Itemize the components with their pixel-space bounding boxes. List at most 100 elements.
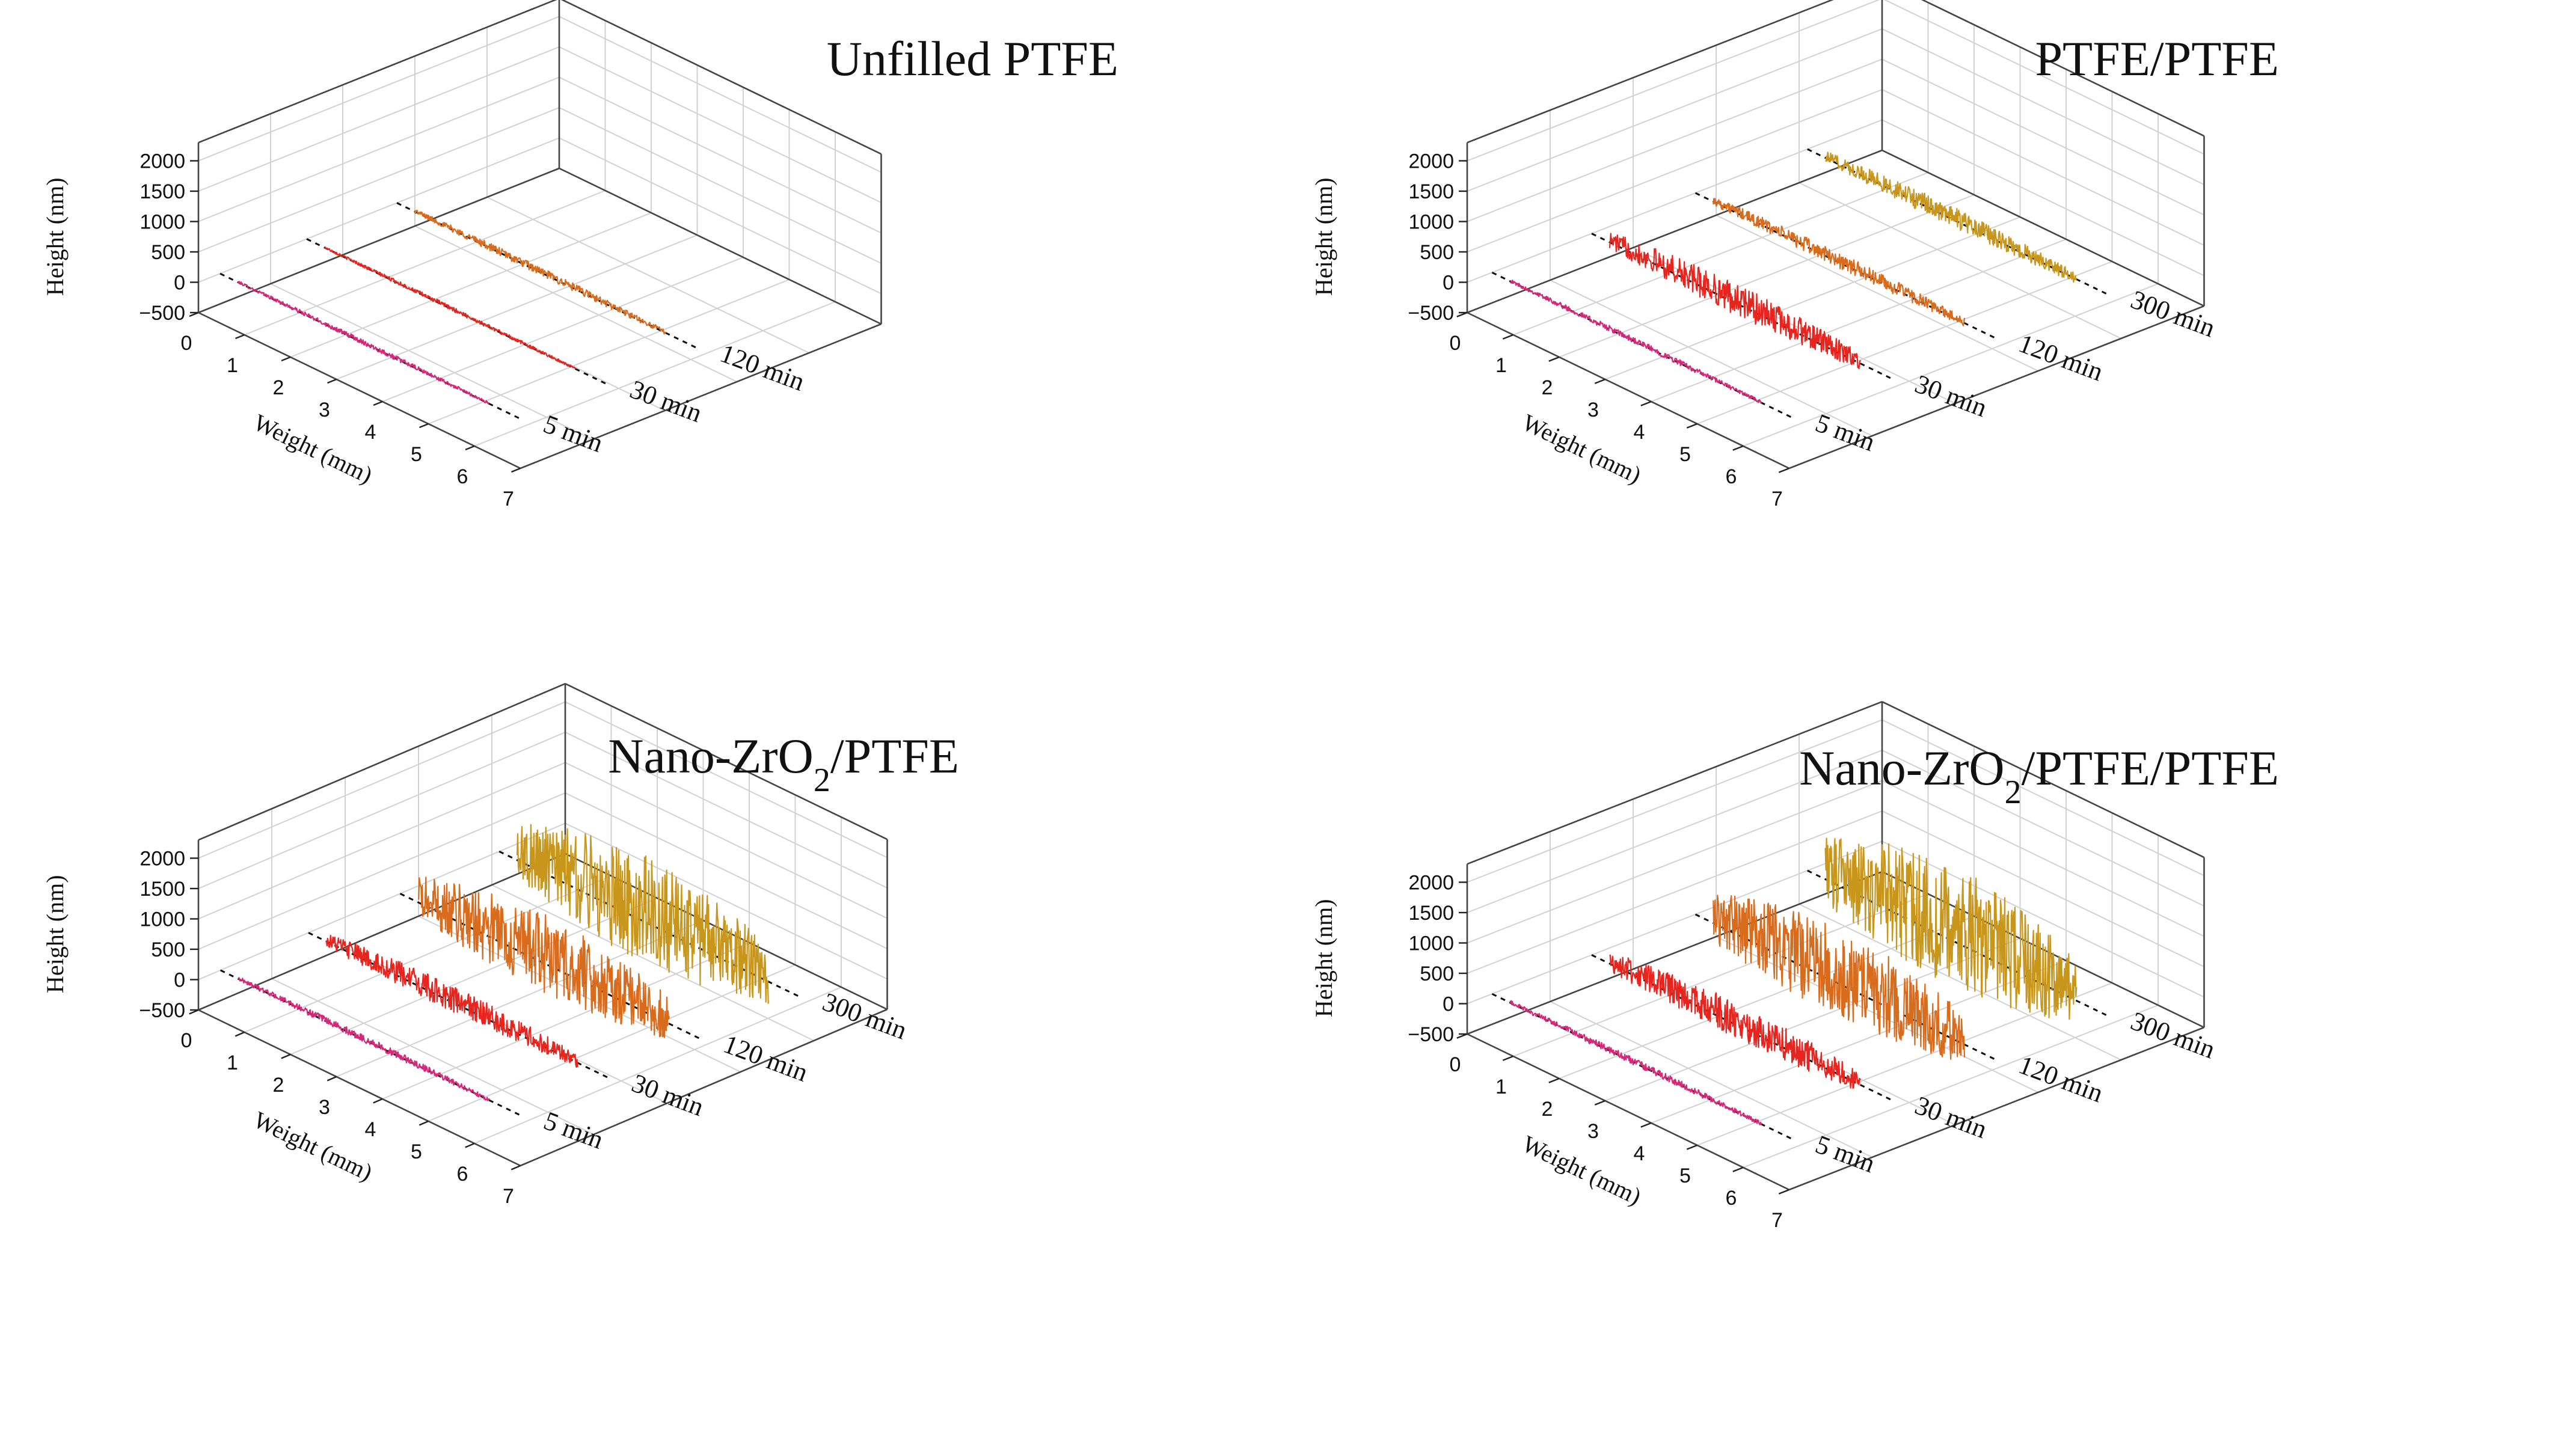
- panel-title: PTFE/PTFE: [2035, 31, 2279, 86]
- height-axis: 2000 1500 1000 500 0 −500 Height (nm): [1310, 150, 1467, 325]
- height-tick-label: 1000: [140, 211, 185, 234]
- series-profile-120-min: [414, 210, 666, 335]
- weight-tick-label: 3: [1587, 1120, 1599, 1143]
- series-label: 5 min: [539, 409, 607, 458]
- series-profile-5-min: [237, 281, 490, 405]
- weight-tick: [1456, 311, 1468, 317]
- floor-grid-line: [1799, 904, 2121, 1060]
- floor-grid-line: [474, 301, 836, 447]
- weight-tick: [373, 1098, 383, 1104]
- weight-axis-title: Weight (mm): [250, 1106, 377, 1186]
- axes-edge: [1467, 700, 1883, 865]
- height-tick-label: 0: [1443, 993, 1454, 1016]
- axes-edge: [1467, 311, 1790, 470]
- floor-grid-line: [1605, 938, 2020, 1101]
- axes-edge: [198, 683, 566, 841]
- series-profile-5-min: [1509, 1000, 1762, 1126]
- weight-tick: [1548, 356, 1560, 362]
- axes-edge: [1467, 1033, 1790, 1191]
- height-tick-label: 1500: [1408, 902, 1454, 925]
- floor-grid-line: [244, 190, 606, 335]
- chart-panel-4: 2000 1500 1000 500 0 −500 Height (nm) 0 1 2 3 4 5 6 7 W…: [1310, 700, 2279, 1232]
- weight-axis-title: Weight (mm): [1518, 1130, 1646, 1210]
- height-tick-label: 1000: [1408, 211, 1454, 234]
- weight-axis: 0 1 2 3 4 5 6 7 Weight (mm): [1450, 1033, 1789, 1232]
- weight-tick: [1686, 423, 1697, 429]
- series-profile-30-min: [1609, 954, 1861, 1089]
- floor-grid-line: [1513, 172, 1928, 335]
- series-profile-5-min: [238, 977, 490, 1101]
- height-tick-label: 1500: [140, 180, 185, 203]
- weight-tick-label: 6: [457, 465, 468, 488]
- chart-panel-2: 2000 1500 1000 500 0 −500 Height (nm) 0 1 2 3 4 5 6 7 W…: [1310, 0, 2279, 510]
- floor-grid-line: [1799, 182, 2121, 339]
- weight-tick: [419, 1120, 429, 1126]
- weight-tick-label: 0: [181, 332, 192, 355]
- series-label: 300 min: [2127, 284, 2219, 343]
- panel-title-main: PTFE/PTFE: [2035, 31, 2279, 86]
- series-group: 5 min 30 min 120 min 300 min: [1491, 837, 2219, 1178]
- weight-tick: [465, 445, 475, 451]
- weight-tick-label: 7: [1771, 1209, 1783, 1232]
- weight-tick-label: 7: [503, 1185, 514, 1208]
- weight-tick: [1456, 1033, 1468, 1039]
- weight-tick: [1640, 1122, 1652, 1128]
- height-grid-line: [198, 167, 882, 325]
- weight-tick-label: 5: [411, 443, 422, 466]
- floor-grid-line: [474, 987, 842, 1144]
- floor-grid-line: [1651, 239, 2067, 402]
- height-grid-line: [198, 16, 882, 173]
- height-axis: 2000 1500 1000 500 0 −500 Height (nm): [41, 848, 198, 1022]
- axes-edge: [1789, 1026, 2204, 1191]
- axes-edge: [198, 311, 521, 470]
- series-label: 5 min: [540, 1106, 607, 1155]
- height-tick-label: 2000: [1408, 872, 1454, 895]
- height-tick-label: 500: [151, 241, 185, 264]
- weight-tick: [1502, 1055, 1513, 1061]
- panel-title-suffix: /PTFE: [830, 729, 959, 783]
- weight-axis: 0 1 2 3 4 5 6 7 Weight (mm): [1450, 311, 1789, 510]
- weight-tick-label: 0: [181, 1029, 192, 1052]
- weight-tick: [189, 311, 199, 317]
- weight-tick-label: 1: [1495, 1076, 1507, 1098]
- weight-tick: [1548, 1077, 1560, 1083]
- series-label: 120 min: [716, 338, 808, 397]
- weight-tick-label: 5: [411, 1140, 422, 1163]
- weight-tick: [373, 400, 383, 406]
- series-profile-300-min: [516, 824, 769, 1004]
- axes-edge: [520, 323, 882, 470]
- axes-box: [197, 683, 888, 1167]
- series-label: 120 min: [2015, 328, 2107, 387]
- panel-title-suffix: /PTFE/PTFE: [2022, 741, 2279, 795]
- weight-tick: [1732, 1166, 1744, 1172]
- chart-panel-1: 2000 1500 1000 500 0 −500 Height (nm) 0 1 2 3 4 5 6 7 W…: [41, 0, 1118, 510]
- series-label: 30 min: [1911, 1091, 1991, 1144]
- weight-tick-label: 3: [319, 399, 330, 421]
- axes-box: [197, 0, 882, 470]
- weight-tick: [465, 1142, 475, 1148]
- height-tick-label: 2000: [1408, 150, 1454, 173]
- axes-edge: [560, 0, 882, 155]
- axes-edge: [1467, 0, 1834, 144]
- height-tick-label: 2000: [140, 848, 185, 871]
- panel-title: Nano-ZrO2/PTFE: [608, 729, 959, 799]
- floor-grid-line: [428, 279, 790, 424]
- weight-tick: [327, 1076, 337, 1082]
- series-label: 120 min: [2015, 1050, 2107, 1108]
- weight-axis-title: Weight (mm): [1518, 409, 1646, 489]
- series-profile-30-min: [324, 246, 577, 370]
- height-grid-line: [1467, 88, 2204, 252]
- weight-tick: [511, 467, 521, 473]
- height-tick-label: 500: [1420, 241, 1454, 264]
- weight-tick-label: 6: [1726, 465, 1737, 488]
- weight-tick: [1686, 1144, 1697, 1150]
- weight-tick-label: 4: [1634, 421, 1645, 444]
- weight-tick: [419, 423, 429, 429]
- height-grid-line: [198, 106, 882, 264]
- weight-tick-label: 0: [1450, 332, 1461, 355]
- axes-edge: [1789, 305, 2204, 470]
- series-label: 120 min: [720, 1029, 812, 1088]
- series-baseline: [1807, 869, 2108, 1017]
- height-tick-label: 1500: [1408, 180, 1454, 203]
